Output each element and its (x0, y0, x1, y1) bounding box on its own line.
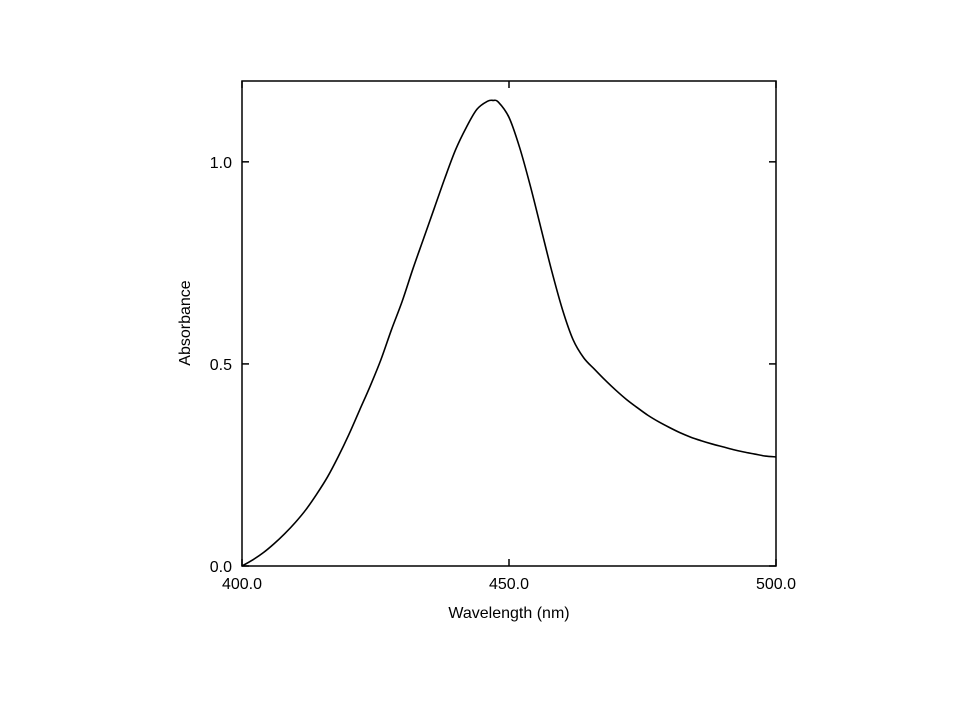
absorbance-curve (241, 99, 777, 567)
y-axis-label: Absorbance (177, 280, 194, 365)
plot-frame (241, 80, 777, 567)
tick-labels: 400.0 450.0 500.0 0.0 0.5 1.0 (210, 155, 796, 593)
x-tick-label: 400.0 (222, 576, 262, 593)
y-tick-label: 0.5 (210, 357, 232, 374)
y-tick-label: 0.0 (210, 559, 232, 576)
axis-ticks (241, 81, 777, 567)
y-tick-label: 1.0 (210, 155, 232, 172)
x-tick-label: 500.0 (756, 576, 796, 593)
x-axis-label: Wavelength (nm) (448, 605, 569, 622)
x-tick-label: 450.0 (489, 576, 529, 593)
